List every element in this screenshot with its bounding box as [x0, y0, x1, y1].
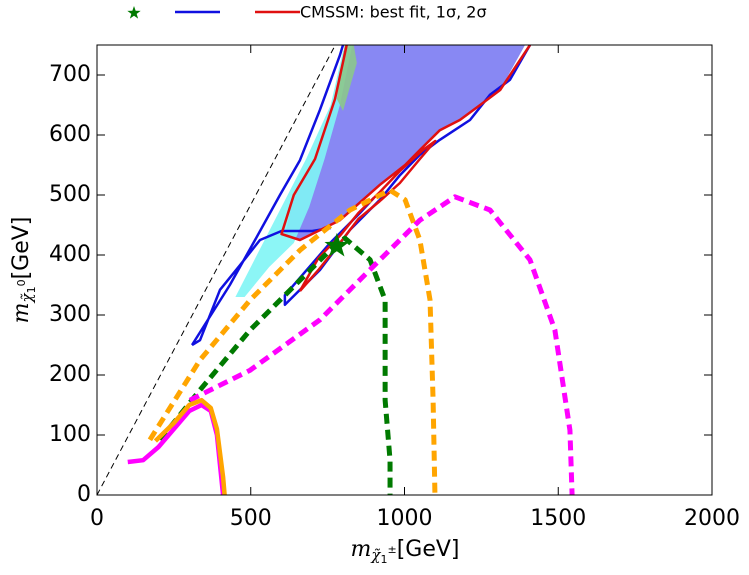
x-label-sub: χ̃ [370, 546, 381, 564]
y-label-sub-sup: 0 [15, 279, 28, 286]
curve [153, 397, 227, 495]
y-label-sub-index: 1 [25, 286, 38, 293]
y-tick-label: 0 [77, 482, 91, 507]
region [336, 45, 357, 111]
x-tick-label: 2000 [684, 506, 740, 531]
y-label-symbol: m [9, 303, 34, 324]
x-tick-label: 0 [90, 506, 104, 531]
x-label-sub-sup: ± [387, 543, 396, 556]
y-tick-label: 400 [49, 242, 91, 267]
x-label-symbol: m [351, 537, 372, 562]
x-tick-label: 500 [230, 506, 272, 531]
x-tick-label: 1000 [377, 506, 433, 531]
x-tick-label: 1500 [530, 506, 586, 531]
x-label-unit: [GeV] [397, 537, 460, 562]
y-tick-label: 500 [49, 182, 91, 207]
curve [147, 187, 438, 495]
y-axis-label: mχ̃10[GeV] [9, 217, 38, 324]
y-tick-label: 300 [49, 302, 91, 327]
best-fit-star [324, 233, 350, 257]
curve [158, 235, 393, 495]
curve [188, 194, 575, 495]
x-axis-label: mχ̃1±[GeV] [351, 537, 460, 566]
x-label-sub-index: 1 [380, 553, 387, 566]
curve [280, 45, 532, 292]
legend-symbol [127, 6, 141, 19]
y-label-unit: [GeV] [9, 217, 34, 280]
plot-area [97, 45, 575, 495]
y-tick-label: 100 [49, 422, 91, 447]
y-label-sub: χ̃ [18, 293, 36, 304]
y-tick-label: 700 [49, 62, 91, 87]
y-tick-label: 200 [49, 362, 91, 387]
y-tick-label: 600 [49, 122, 91, 147]
legend-text: CMSSM: best fit, 1σ, 2σ [300, 3, 487, 22]
curve [97, 45, 336, 495]
